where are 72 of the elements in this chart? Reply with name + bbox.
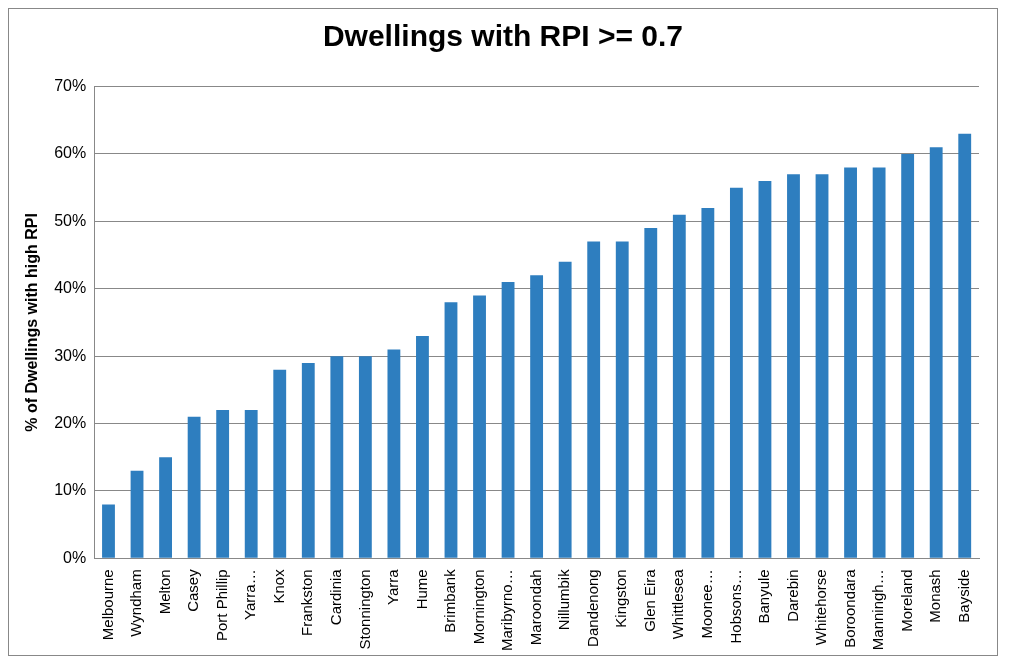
- x-tick-label: Wyndham: [127, 569, 145, 637]
- x-tick-label: Casey: [184, 568, 202, 612]
- x-tick-label: Frankston: [298, 569, 316, 637]
- bar: [701, 207, 715, 558]
- x-tick-label: Hobsons…: [726, 569, 744, 644]
- bar: [672, 214, 686, 558]
- x-tick-label: Mornington: [469, 569, 487, 645]
- x-tick-label: Kingston: [612, 569, 630, 628]
- bar: [358, 356, 372, 558]
- x-tick-label: Whittlesea: [669, 568, 687, 640]
- y-tick-label: 40%: [54, 279, 87, 297]
- bar: [644, 228, 658, 558]
- x-tick-label: Maribyrno…: [498, 569, 516, 651]
- bar: [473, 295, 486, 558]
- bar: [758, 180, 772, 558]
- bar: [301, 362, 315, 558]
- x-tick-label: Melbourne: [98, 569, 116, 641]
- x-tick-label: Nillumbik: [555, 568, 573, 631]
- bar: [929, 147, 943, 558]
- x-tick-label: Moonee…: [698, 569, 715, 639]
- bar: [901, 153, 915, 558]
- bar: [815, 174, 829, 558]
- bar: [387, 349, 401, 558]
- y-tick-label: 20%: [54, 413, 87, 431]
- x-tick-label: Maroondah: [526, 569, 544, 646]
- x-tick-label: Yarra…: [241, 569, 259, 620]
- x-tick-label: Monash: [926, 569, 944, 623]
- x-tick-label: Yarra: [384, 568, 402, 605]
- bar: [958, 133, 972, 558]
- y-tick-label: 60%: [54, 144, 87, 162]
- bar: [787, 174, 800, 558]
- bar: [416, 335, 429, 558]
- x-tick-label: Stonnington: [355, 569, 373, 650]
- bar: [330, 356, 344, 558]
- bar: [615, 241, 629, 558]
- x-tick-label: Port Phillip: [212, 569, 230, 642]
- bar: [844, 167, 857, 558]
- bar: [216, 410, 230, 558]
- bar: [587, 241, 601, 558]
- x-tick-label: Moreland: [897, 569, 915, 632]
- bar: [244, 410, 258, 558]
- x-tick-label: Darebin: [783, 569, 801, 622]
- x-tick-label: Melton: [155, 569, 173, 615]
- bar: [187, 416, 201, 558]
- x-tick-label: Hume: [412, 569, 430, 610]
- bar: [872, 167, 886, 558]
- bar: [444, 302, 458, 558]
- bar: [530, 275, 544, 558]
- bar: [501, 282, 515, 558]
- chart-title: Dwellings with RPI >= 0.7: [321, 19, 685, 53]
- y-tick-label: 30%: [54, 346, 87, 364]
- bar: [273, 369, 287, 558]
- x-tick-label: Bayside: [954, 569, 972, 623]
- x-tick-label: Manningh…: [869, 569, 887, 651]
- y-tick-label: 50%: [54, 211, 87, 229]
- bar: [558, 261, 572, 558]
- y-tick-label: 10%: [54, 481, 87, 499]
- x-tick-label: Dandenong: [583, 569, 601, 647]
- x-tick-label: Boroondara: [840, 568, 858, 648]
- y-axis-title: % of Dwellings with high RPI: [23, 213, 41, 432]
- x-tick-label: Glen Eira: [640, 568, 658, 632]
- x-tick-label: Whitehorse: [812, 569, 830, 646]
- bar: [729, 187, 743, 558]
- bar: [159, 457, 172, 558]
- x-tick-label: Banyule: [755, 569, 773, 624]
- y-tick-label: 0%: [63, 548, 87, 566]
- x-tick-label: Cardinia: [326, 568, 344, 626]
- y-tick-label: 70%: [54, 77, 87, 95]
- bar: [102, 504, 115, 558]
- x-tick-label: Knox: [269, 568, 287, 604]
- x-tick-label: Brimbank: [441, 568, 459, 633]
- bar: [130, 470, 144, 558]
